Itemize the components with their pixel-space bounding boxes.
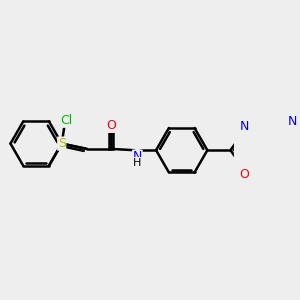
Text: Cl: Cl (60, 114, 72, 127)
Text: O: O (106, 119, 116, 132)
Text: S: S (58, 137, 66, 150)
Text: N: N (239, 120, 249, 133)
Text: N: N (287, 116, 297, 128)
Text: N: N (133, 150, 142, 163)
Text: H: H (133, 158, 142, 167)
Text: O: O (239, 167, 249, 181)
